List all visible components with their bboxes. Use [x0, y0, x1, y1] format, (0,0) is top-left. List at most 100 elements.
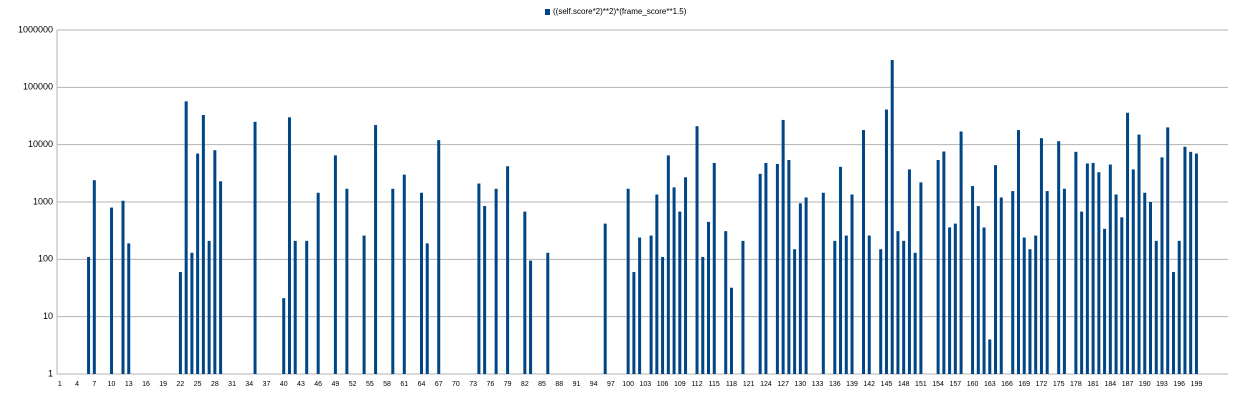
bar — [1091, 162, 1095, 374]
x-tick-label: 145 — [881, 381, 893, 388]
x-tick-label: 76 — [486, 381, 494, 388]
x-tick-label: 94 — [590, 381, 598, 388]
x-tick-label: 166 — [1001, 381, 1013, 388]
bar — [712, 162, 716, 374]
bar — [953, 223, 957, 374]
x-tick-label: 196 — [1173, 381, 1185, 388]
bar — [1080, 211, 1084, 374]
bar — [684, 177, 688, 374]
bar — [890, 59, 894, 374]
x-tick-label: 103 — [640, 381, 652, 388]
bar — [1160, 157, 1164, 374]
x-tick-label: 151 — [915, 381, 927, 388]
x-tick-label: 199 — [1191, 381, 1203, 388]
bar — [976, 206, 980, 374]
bar — [1045, 191, 1049, 374]
x-tick-label: 16 — [142, 381, 150, 388]
x-tick-label: 28 — [211, 381, 219, 388]
bar — [1183, 146, 1187, 374]
bar — [219, 181, 223, 374]
x-tick-label: 1 — [58, 381, 62, 388]
bar — [196, 153, 200, 374]
bar — [661, 256, 665, 374]
x-tick-label: 37 — [263, 381, 271, 388]
x-tick-label: 61 — [400, 381, 408, 388]
x-tick-label: 7 — [92, 381, 96, 388]
bar — [213, 150, 217, 374]
bar — [936, 160, 940, 374]
bar — [896, 231, 900, 374]
bar — [1039, 138, 1043, 374]
bar — [695, 126, 699, 375]
x-tick-label: 49 — [332, 381, 340, 388]
bar — [994, 165, 998, 374]
bar — [1057, 141, 1061, 374]
x-tick-label: 85 — [538, 381, 546, 388]
bar — [971, 186, 975, 374]
x-tick-label: 190 — [1139, 381, 1151, 388]
bar — [879, 249, 883, 374]
x-tick-label: 169 — [1018, 381, 1030, 388]
bar — [638, 237, 642, 374]
x-tick-label: 79 — [504, 381, 512, 388]
bar — [184, 101, 188, 375]
bar — [1085, 163, 1089, 374]
bar — [178, 272, 182, 374]
x-tick-label: 109 — [674, 381, 686, 388]
bar — [1137, 134, 1141, 374]
x-tick-label: 157 — [949, 381, 961, 388]
y-tick-label: 1000000 — [18, 24, 53, 34]
bar — [861, 130, 865, 374]
bar — [529, 260, 533, 374]
x-tick-label: 58 — [383, 381, 391, 388]
bar — [1131, 169, 1135, 374]
y-tick-label: 1000 — [33, 196, 53, 206]
bar — [729, 287, 733, 374]
x-tick-label: 100 — [622, 381, 634, 388]
x-tick-label: 97 — [607, 381, 615, 388]
bar — [1097, 172, 1101, 374]
x-tick-label: 175 — [1053, 381, 1065, 388]
x-tick-label: 124 — [760, 381, 772, 388]
bar — [919, 182, 923, 374]
bar — [655, 194, 659, 374]
x-tick-label: 154 — [932, 381, 944, 388]
bar — [626, 188, 630, 374]
bar — [437, 140, 441, 374]
bar — [1028, 249, 1032, 374]
x-tick-label: 106 — [657, 381, 669, 388]
bar — [402, 174, 406, 374]
bar — [494, 188, 498, 374]
x-tick-label: 142 — [863, 381, 875, 388]
legend-label: ((self.score*2)**2)*(frame_score**1.5) — [553, 7, 687, 16]
bar — [207, 240, 211, 374]
bar — [764, 162, 768, 374]
bar — [523, 211, 527, 374]
bar — [391, 188, 395, 374]
x-tick-label: 67 — [435, 381, 443, 388]
x-tick-label: 178 — [1070, 381, 1082, 388]
x-tick-label: 112 — [691, 381, 702, 388]
bar — [1177, 240, 1181, 374]
x-tick-label: 91 — [573, 381, 581, 388]
bar — [110, 207, 114, 374]
y-tick-label: 10 — [43, 311, 53, 321]
x-tick-label: 136 — [829, 381, 841, 388]
bar — [913, 252, 917, 374]
x-tick-label: 148 — [898, 381, 910, 388]
bar — [758, 173, 762, 374]
bar — [287, 117, 291, 375]
bar — [1189, 151, 1193, 374]
x-tick-label: 13 — [125, 381, 133, 388]
bar — [190, 252, 194, 374]
bar — [1108, 164, 1112, 374]
bar — [1022, 237, 1026, 374]
bar — [477, 183, 481, 374]
x-tick-label: 73 — [469, 381, 477, 388]
bar — [781, 119, 785, 374]
bar — [603, 223, 607, 374]
bar — [506, 166, 510, 374]
x-tick-label: 115 — [709, 381, 720, 388]
bar — [982, 227, 986, 374]
y-tick-label: 100000 — [23, 82, 53, 92]
